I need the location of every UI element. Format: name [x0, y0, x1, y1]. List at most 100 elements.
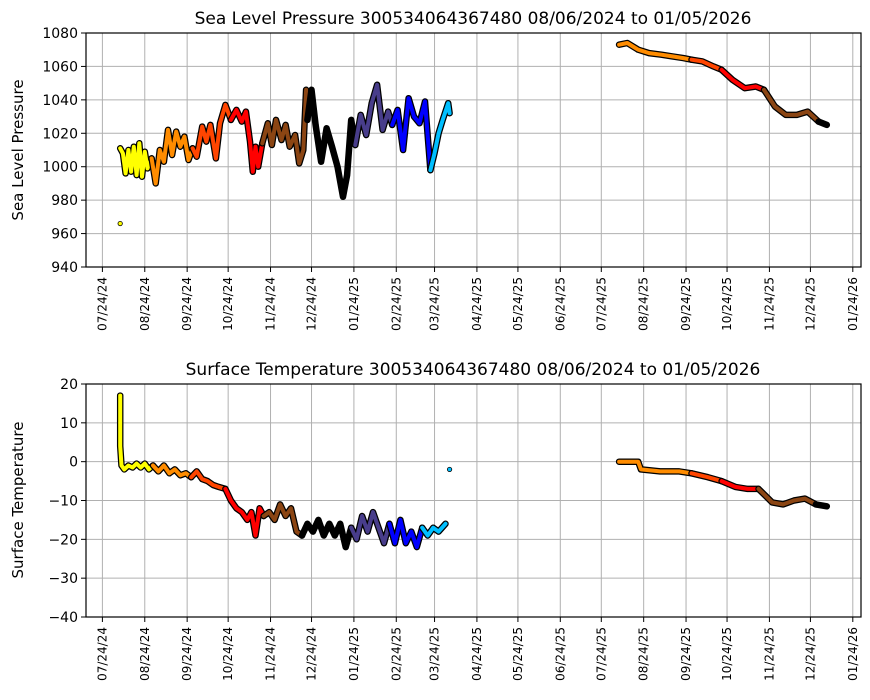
series-line: [118, 141, 154, 179]
x-tick-label: 04/24/25: [470, 627, 484, 681]
series-apr-2025: [418, 520, 449, 539]
y-tick-label: −40: [48, 610, 78, 626]
series-sep-2024: [148, 126, 196, 187]
y-tick-label: −20: [48, 532, 78, 548]
y-tick-label: 1080: [42, 26, 78, 42]
x-tick-label: 10/24/25: [720, 627, 734, 681]
y-tick-label: 10: [60, 416, 78, 432]
series-dec-2025: [760, 86, 822, 125]
y-tick-label: 1020: [42, 126, 78, 142]
x-tick-label: 12/24/25: [803, 627, 817, 681]
y-tick-label: −30: [48, 571, 78, 587]
series-line: [261, 502, 304, 538]
series-dec-2024: [259, 86, 311, 167]
series-line: [756, 486, 818, 507]
series-line: [390, 96, 433, 173]
x-tick-label: 10/24/24: [221, 277, 235, 331]
plot-frame: [85, 32, 862, 268]
gridlines: [86, 383, 861, 618]
x-tick-label: 11/24/25: [762, 627, 776, 681]
series-dec-2025: [755, 485, 820, 508]
x-tick-label: 07/24/25: [594, 627, 608, 681]
series-oct-2024: [187, 468, 229, 493]
series-sep-2025: [615, 458, 695, 477]
y-tick-label: 940: [51, 260, 78, 276]
series-nov-2024: [222, 485, 267, 539]
series-oct-2025: [688, 470, 725, 485]
series-line: [190, 102, 233, 161]
y-tick-label: 1000: [42, 160, 78, 176]
outlier-point: [446, 466, 453, 473]
series-aug-2024: [116, 140, 155, 180]
series-jan-2026: [815, 118, 831, 129]
x-tick-label: 11/24/25: [762, 277, 776, 331]
series-sep-2024: [149, 462, 195, 481]
x-tick-label: 09/24/25: [679, 627, 693, 681]
series-line: [151, 463, 194, 480]
series-oct-2024: [189, 101, 235, 162]
series-line: [387, 517, 425, 550]
y-axis-label: Surface Temperature: [9, 422, 27, 579]
series-line: [118, 393, 155, 472]
x-tick-label: 06/24/25: [553, 277, 567, 331]
y-tick-label: 0: [69, 455, 78, 471]
series-nov-2024: [227, 106, 266, 175]
x-tick-label: 07/24/24: [95, 277, 109, 331]
y-tick-label: 980: [51, 193, 78, 209]
y-tick-label: 1040: [42, 93, 78, 109]
y-tick-label: 1060: [42, 59, 78, 75]
x-tick-label: 09/24/25: [679, 277, 693, 331]
x-tick-label: 11/24/24: [264, 627, 278, 681]
x-tick-label: 06/24/25: [553, 627, 567, 681]
series-line: [260, 87, 310, 166]
series-line: [300, 517, 354, 550]
y-tick-label: 20: [60, 377, 78, 393]
series-mar-2025: [386, 516, 426, 551]
series-line: [689, 57, 724, 72]
x-tick-label: 08/24/24: [138, 627, 152, 681]
series-line: [816, 119, 829, 127]
series-nov-2025: [718, 477, 762, 493]
x-tick-label: 12/24/25: [803, 277, 817, 331]
series-line: [813, 502, 829, 509]
series-line: [689, 471, 724, 484]
axis-ticks: 940 960 980 1000 1020 1040 1060 1080 07/24/24 08/…: [42, 26, 859, 331]
series-sep-2025: [615, 39, 695, 63]
series-aug-2024: [116, 392, 157, 473]
series-line: [305, 87, 358, 199]
series-line: [428, 101, 452, 173]
x-tick-label: 09/24/24: [180, 277, 194, 331]
x-tick-label: 01/24/26: [846, 277, 860, 331]
series-apr-2025: [427, 99, 453, 174]
series-line: [228, 107, 265, 174]
data-series: [116, 392, 831, 551]
series-nov-2025: [718, 66, 768, 94]
series-line: [719, 67, 766, 92]
series-feb-2025: [352, 81, 396, 149]
series-feb-2025: [347, 508, 393, 547]
x-tick-label: 03/24/25: [428, 277, 442, 331]
y-tick-label: 960: [51, 227, 78, 243]
series-jan-2025: [304, 86, 359, 201]
y-axis-label: Sea Level Pressure: [9, 79, 27, 220]
axis-ticks: −40 −30 −20 −10 0 10 20 07/24/24 08/24/24 09/24/2…: [48, 377, 859, 681]
x-tick-label: 08/24/25: [637, 627, 651, 681]
outlier-point: [117, 220, 123, 227]
series-line: [149, 127, 195, 186]
x-tick-label: 08/24/24: [138, 277, 152, 331]
series-oct-2025: [688, 56, 725, 74]
series-line: [617, 41, 694, 62]
x-tick-label: 03/24/25: [428, 627, 442, 681]
surface-temperature-chart: Surface Temperature 300534064367480 08/0…: [9, 360, 862, 681]
x-tick-label: 01/24/26: [846, 627, 860, 681]
y-tick-label: −10: [48, 494, 78, 510]
x-tick-label: 10/24/24: [221, 627, 235, 681]
series-line: [353, 82, 395, 147]
series-line: [223, 486, 266, 538]
series-dec-2024: [260, 501, 306, 539]
chart-title: Surface Temperature 300534064367480 08/0…: [186, 360, 761, 380]
series-line: [762, 87, 821, 124]
series-mar-2025: [388, 94, 434, 174]
series-outline: [116, 392, 157, 473]
